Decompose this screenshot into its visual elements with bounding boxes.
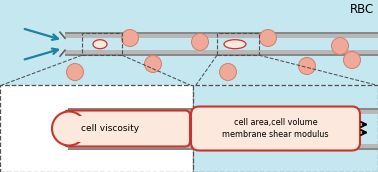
Bar: [65, 34, 378, 38]
Bar: [193, 110, 378, 114]
FancyBboxPatch shape: [64, 110, 190, 147]
Bar: [0, 85, 193, 172]
Bar: [193, 108, 378, 110]
Circle shape: [332, 37, 349, 55]
Bar: [217, 33, 259, 55]
Text: cell area,cell volume
membrane shear modulus: cell area,cell volume membrane shear mod…: [222, 118, 329, 139]
Ellipse shape: [93, 40, 107, 49]
FancyBboxPatch shape: [191, 106, 360, 150]
Circle shape: [121, 30, 138, 46]
Bar: [68, 148, 193, 149]
Circle shape: [192, 34, 209, 51]
Bar: [68, 110, 193, 114]
Ellipse shape: [224, 40, 246, 49]
Bar: [193, 143, 378, 148]
Text: cell viscosity: cell viscosity: [81, 124, 139, 133]
Bar: [65, 54, 378, 56]
Bar: [193, 85, 378, 172]
Bar: [193, 148, 378, 149]
Bar: [0, 0, 378, 85]
Circle shape: [144, 56, 161, 73]
Bar: [65, 50, 378, 54]
Bar: [65, 38, 378, 50]
Bar: [68, 143, 193, 148]
Circle shape: [344, 51, 361, 68]
Circle shape: [220, 63, 237, 80]
Circle shape: [299, 57, 316, 74]
Bar: [67, 116, 88, 142]
Bar: [68, 114, 193, 143]
Circle shape: [260, 30, 276, 46]
Bar: [65, 32, 378, 34]
Circle shape: [67, 63, 84, 80]
Circle shape: [52, 111, 86, 146]
Bar: [68, 108, 193, 110]
Bar: [82, 33, 122, 55]
Text: RBC: RBC: [350, 3, 374, 16]
